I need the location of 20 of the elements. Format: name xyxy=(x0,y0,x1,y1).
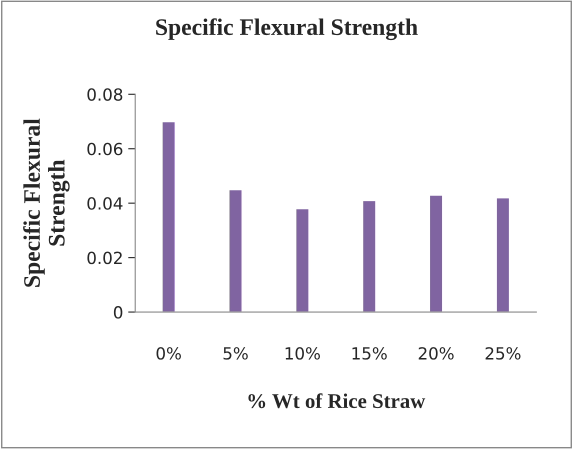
x-tick-label: 15% xyxy=(352,347,387,360)
y-tick-label: 0.04 xyxy=(87,197,122,210)
x-axis-title: % Wt of Rice Straw xyxy=(248,393,426,408)
bar xyxy=(294,208,310,312)
x-tick-label: 0% xyxy=(156,347,181,360)
bar xyxy=(428,194,444,312)
y-tick-label: 0.06 xyxy=(87,142,122,156)
bar xyxy=(496,197,510,312)
bar xyxy=(161,120,176,312)
y-tick-label: 0 xyxy=(114,306,122,319)
chart-title: Specific Flexural Strength xyxy=(156,18,418,40)
bar xyxy=(362,200,377,312)
y-tick-label: 0.08 xyxy=(87,88,122,101)
x-tick-label: 5% xyxy=(224,347,248,360)
y-tick-label: 0.02 xyxy=(87,252,122,264)
x-tick-label: 10% xyxy=(286,347,320,360)
x-tick-label: 25% xyxy=(486,347,521,360)
bar xyxy=(228,188,243,312)
y-axis-title: Specific Flexural Strength xyxy=(23,118,70,287)
x-tick-label: 20% xyxy=(418,347,454,360)
